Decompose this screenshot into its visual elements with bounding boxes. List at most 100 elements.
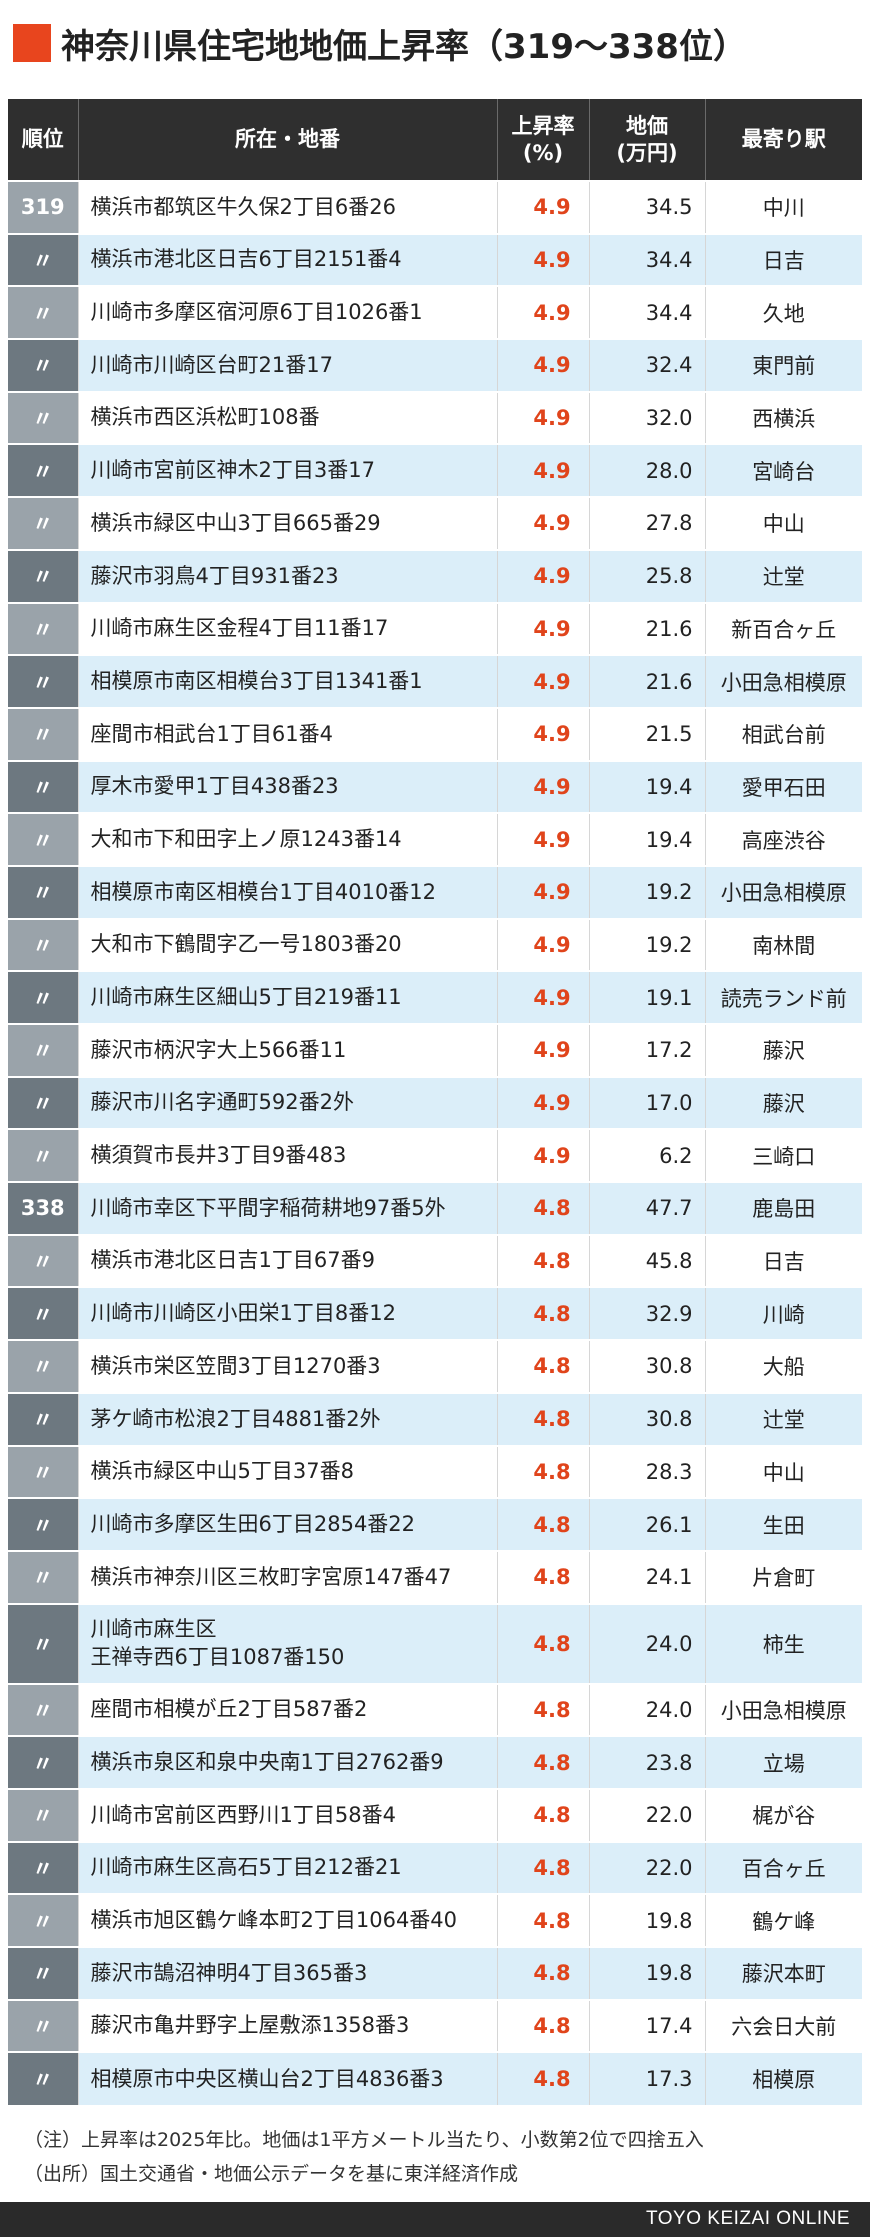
rank-cell: 〃: [8, 1894, 79, 1947]
price-cell: 24.0: [589, 1603, 706, 1684]
table-row: 〃相模原市中央区横山台2丁目4836番3 4.8 17.3 相模原: [8, 2052, 862, 2106]
station-cell: 相武台前: [705, 707, 862, 761]
station-cell: 相模原: [705, 2052, 862, 2106]
price-cell: 17.0: [589, 1076, 706, 1130]
table-header: 順位 所在・地番 上昇率 (%) 地価 (万円) 最寄り駅: [8, 99, 862, 181]
location-cell: 横浜市西区浜松町108番: [78, 391, 498, 445]
price-cell: 22.0: [589, 1788, 706, 1842]
rate-cell: 4.9: [497, 813, 590, 866]
rate-cell: 4.9: [497, 971, 590, 1024]
rate-cell: 4.8: [497, 1445, 590, 1499]
rate-cell: 4.8: [497, 1841, 590, 1895]
rate-cell: 4.8: [497, 1392, 590, 1446]
station-cell: 百合ヶ丘: [705, 1841, 862, 1895]
station-cell: 久地: [705, 286, 862, 340]
rank-cell: 〃: [8, 1788, 79, 1842]
station-cell: 中山: [705, 497, 862, 550]
header-station: 最寄り駅: [705, 99, 862, 181]
station-cell: 新百合ヶ丘: [705, 602, 862, 656]
table-row: 〃藤沢市鵠沼神明4丁目365番3 4.8 19.8 藤沢本町: [8, 1947, 862, 2000]
table-row: 〃川崎市多摩区宿河原6丁目1026番1 4.9 34.4 久地: [8, 286, 862, 340]
price-cell: 27.8: [589, 497, 706, 550]
location-cell: 藤沢市羽鳥4丁目931番23: [78, 549, 498, 603]
location-cell: 川崎市麻生区細山5丁目219番11: [78, 971, 498, 1024]
rank-cell: 〃: [8, 602, 79, 656]
station-cell: 大船: [705, 1340, 862, 1393]
table-row: 〃座間市相武台1丁目61番4 4.9 21.5 相武台前: [8, 707, 862, 761]
rate-cell: 4.8: [497, 1736, 590, 1789]
price-cell: 32.4: [589, 339, 706, 392]
rank-cell: 〃: [8, 339, 79, 392]
source-text: （出所）国土交通省・地価公示データを基に東洋経済作成: [24, 2163, 519, 2185]
location-cell: 川崎市川崎区小田栄1丁目8番12: [78, 1287, 498, 1341]
price-cell: 24.0: [589, 1683, 706, 1737]
table-row: 319 横浜市都筑区牛久保2丁目6番26 4.9 34.5 中川: [8, 181, 862, 234]
rate-cell: 4.9: [497, 1076, 590, 1130]
table-row: 〃大和市下鶴間字乙一号1803番20 4.9 19.2 南林間: [8, 918, 862, 972]
price-cell: 23.8: [589, 1736, 706, 1789]
price-cell: 28.0: [589, 444, 706, 498]
price-cell: 19.4: [589, 760, 706, 814]
table-row: 〃川崎市麻生区金程4丁目11番17 4.9 21.6 新百合ヶ丘: [8, 602, 862, 656]
table-row: 〃川崎市麻生区高石5丁目212番21 4.8 22.0 百合ヶ丘: [8, 1841, 862, 1895]
location-cell: 藤沢市亀井野字上屋敷添1358番3: [78, 1999, 498, 2053]
rank-cell: 〃: [8, 655, 79, 708]
title-accent-square: [13, 24, 51, 62]
station-cell: 藤沢: [705, 1024, 862, 1077]
header-price: 地価 (万円): [589, 99, 706, 181]
price-cell: 24.1: [589, 1550, 706, 1604]
table-row: 〃川崎市多摩区生田6丁目2854番22 4.8 26.1 生田: [8, 1498, 862, 1551]
price-cell: 19.4: [589, 813, 706, 866]
location-cell: 横浜市旭区鶴ケ峰本町2丁目1064番40: [78, 1894, 498, 1947]
table-row: 〃藤沢市川名字通町592番2外 4.9 17.0 藤沢: [8, 1076, 862, 1130]
station-cell: 日吉: [705, 1234, 862, 1288]
location-cell: 座間市相模が丘2丁目587番2: [78, 1683, 498, 1737]
rank-cell: 〃: [8, 1999, 79, 2053]
price-cell: 17.2: [589, 1024, 706, 1077]
station-cell: 中山: [705, 1445, 862, 1499]
rate-cell: 4.8: [497, 1340, 590, 1393]
table-row: 〃大和市下和田字上ノ原1243番14 4.9 19.4 高座渋谷: [8, 813, 862, 866]
table-row: 〃座間市相模が丘2丁目587番2 4.8 24.0 小田急相模原: [8, 1683, 862, 1737]
price-cell: 19.2: [589, 918, 706, 972]
price-cell: 17.3: [589, 2052, 706, 2106]
location-cell: 川崎市宮前区神木2丁目3番17: [78, 444, 498, 498]
rate-cell: 4.8: [497, 1683, 590, 1737]
table-row: 〃川崎市宮前区西野川1丁目58番4 4.8 22.0 梶が谷: [8, 1788, 862, 1842]
station-cell: 柿生: [705, 1603, 862, 1684]
rate-cell: 4.8: [497, 1287, 590, 1341]
location-cell: 横浜市緑区中山5丁目37番8: [78, 1445, 498, 1499]
station-cell: 辻堂: [705, 549, 862, 603]
table-row: 〃横浜市泉区和泉中央南1丁目2762番9 4.8 23.8 立場: [8, 1736, 862, 1789]
note-text: （注）上昇率は2025年比。地価は1平方メートル当たり、小数第2位で四捨五入: [24, 2129, 704, 2151]
page-title: 神奈川県住宅地地価上昇率（319〜338位）: [61, 26, 747, 67]
station-cell: 梶が谷: [705, 1788, 862, 1842]
location-cell: 川崎市多摩区生田6丁目2854番22: [78, 1498, 498, 1551]
rank-cell: 〃: [8, 865, 79, 919]
rank-cell: 〃: [8, 1947, 79, 2000]
price-cell: 28.3: [589, 1445, 706, 1499]
station-cell: 読売ランド前: [705, 971, 862, 1024]
station-cell: 川崎: [705, 1287, 862, 1341]
location-cell: 相模原市南区相模台3丁目1341番1: [78, 655, 498, 708]
location-cell: 川崎市麻生区 王禅寺西6丁目1087番150: [78, 1603, 498, 1684]
rank-cell: 〃: [8, 233, 79, 287]
rank-cell: 338: [8, 1182, 79, 1235]
rank-cell: 〃: [8, 1550, 79, 1604]
location-cell: 横浜市緑区中山3丁目665番29: [78, 497, 498, 550]
rate-cell: 4.9: [497, 286, 590, 340]
rate-cell: 4.9: [497, 339, 590, 392]
rank-cell: 〃: [8, 2052, 79, 2106]
location-cell: 藤沢市川名字通町592番2外: [78, 1076, 498, 1130]
rank-cell: 〃: [8, 1445, 79, 1499]
rate-cell: 4.8: [497, 2052, 590, 2106]
rate-cell: 4.8: [497, 1603, 590, 1684]
table-row: 〃藤沢市亀井野字上屋敷添1358番3 4.8 17.4 六会日大前: [8, 1999, 862, 2053]
station-cell: 藤沢: [705, 1076, 862, 1130]
rate-cell: 4.9: [497, 655, 590, 708]
location-cell: 川崎市麻生区高石5丁目212番21: [78, 1841, 498, 1895]
rate-cell: 4.9: [497, 918, 590, 972]
table-body: 319 横浜市都筑区牛久保2丁目6番26 4.9 34.5 中川〃横浜市港北区日吉6丁目…: [8, 181, 862, 2106]
rate-cell: 4.8: [497, 1182, 590, 1235]
rank-cell: 〃: [8, 1234, 79, 1288]
